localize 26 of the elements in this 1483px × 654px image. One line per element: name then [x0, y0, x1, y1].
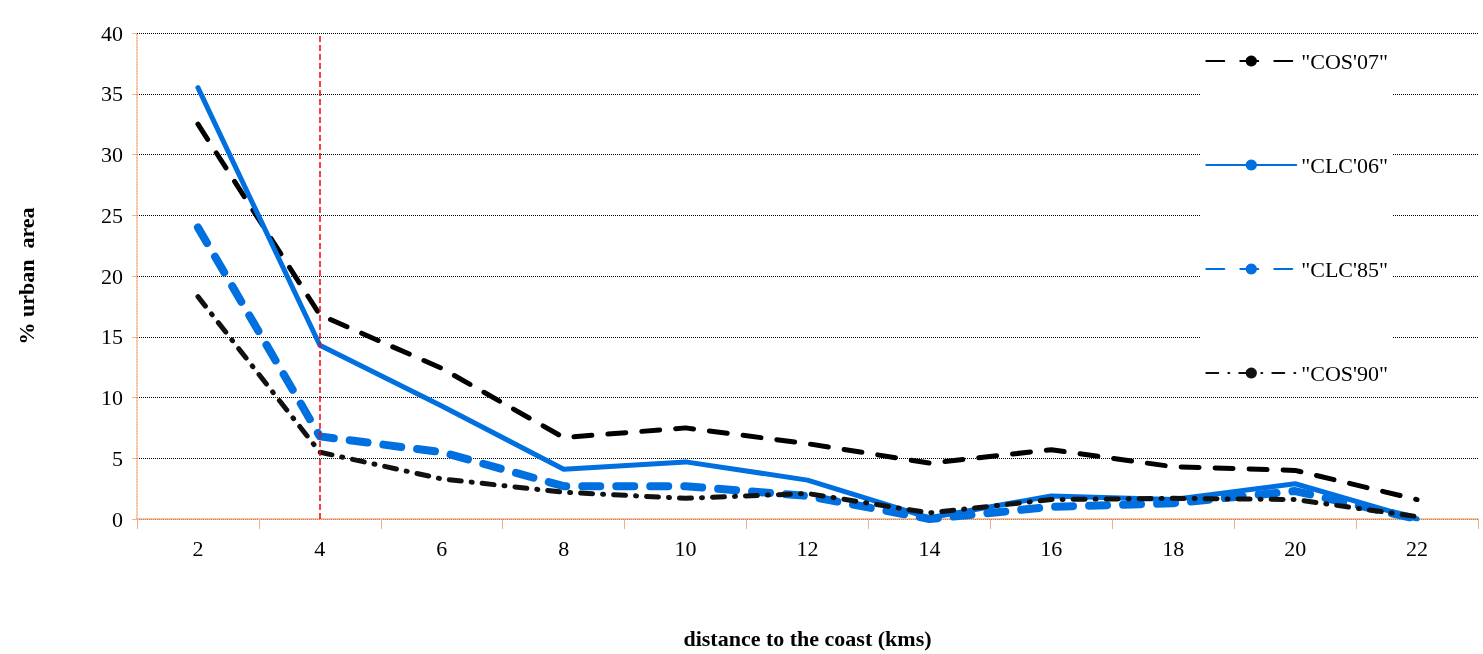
legend-label: "COS'07" [1301, 48, 1389, 74]
x-tick-label: 20 [1284, 535, 1307, 561]
y-tick-label: 40 [101, 20, 123, 46]
y-tick-label: 0 [112, 506, 123, 532]
x-tick-label: 2 [192, 535, 204, 561]
y-tick-label: 25 [101, 202, 123, 228]
x-tick-label: 16 [1040, 535, 1063, 561]
y-axis-title: % urban area [13, 207, 39, 345]
x-tick-label: 22 [1406, 535, 1429, 561]
x-tick-label: 14 [918, 535, 941, 561]
y-tick-label: 15 [101, 324, 123, 350]
x-tick-label: 6 [436, 535, 448, 561]
y-tick-label: 5 [112, 445, 123, 471]
x-tick-label: 4 [314, 535, 326, 561]
x-tick-label: 12 [796, 535, 819, 561]
x-tick-label: 10 [674, 535, 697, 561]
legend-label: "CLC'06" [1301, 152, 1388, 178]
y-tick-label: 35 [101, 81, 123, 107]
legend-label: "COS'90" [1301, 360, 1389, 386]
y-tick-label: 10 [101, 385, 123, 410]
x-axis-title: distance to the coast (kms) [683, 625, 932, 651]
legend-label: "CLC'85" [1301, 256, 1388, 282]
x-tick-label: 8 [558, 535, 570, 561]
y-tick-label: 30 [101, 142, 123, 167]
x-tick-label: 18 [1162, 535, 1185, 561]
y-tick-label: 20 [101, 263, 123, 289]
